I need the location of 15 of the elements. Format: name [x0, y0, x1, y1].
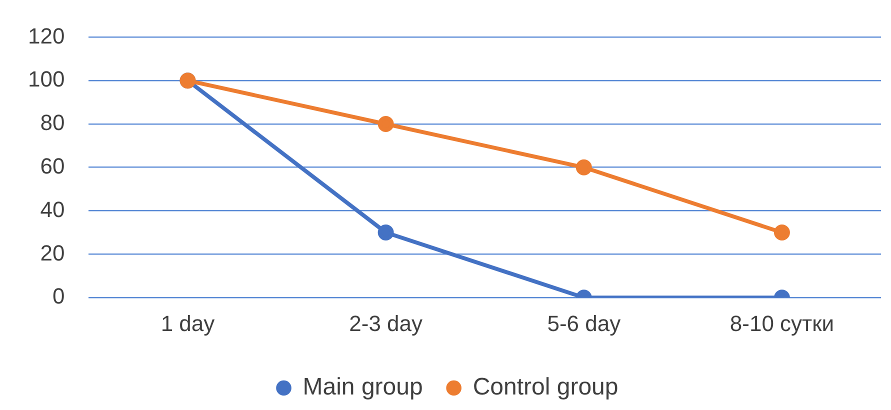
y-tick-label: 120 — [28, 23, 65, 48]
x-tick-label: 5-6 day — [547, 310, 621, 336]
x-tick-label: 1 day — [160, 310, 215, 336]
y-tick-label: 100 — [28, 66, 65, 92]
point — [576, 159, 592, 176]
y-tick-label: 80 — [40, 110, 65, 136]
point — [378, 116, 394, 132]
y-tick-label: 60 — [40, 153, 65, 178]
y-tick-label: 20 — [40, 240, 65, 266]
x-tick-label: 2-3 day — [349, 310, 423, 336]
y-tick-label: 40 — [40, 196, 65, 222]
y-tick-label: 0 — [52, 284, 65, 309]
legend-label: Main group — [302, 374, 423, 401]
x-tick-label: 8-10 сутки — [730, 310, 834, 336]
legend-label: Control group — [472, 374, 618, 401]
